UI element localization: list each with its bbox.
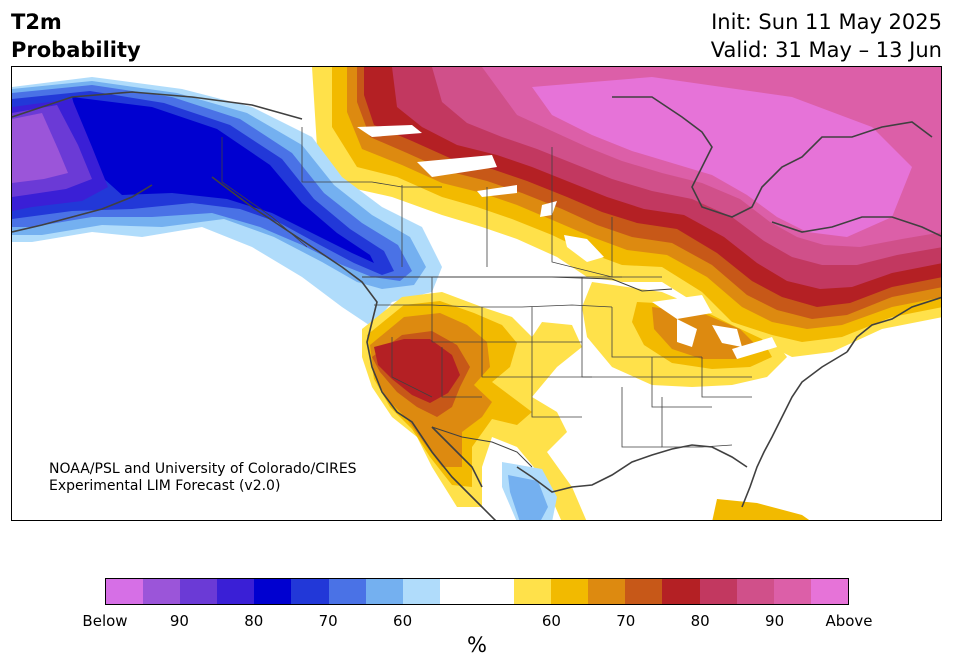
region-mexico-below-60 [508, 475, 548, 520]
colorbar-segment [106, 579, 144, 604]
colorbar-tick-label: Above [825, 612, 873, 630]
colorbar-tick-label: 70 [616, 612, 636, 630]
colorbar-tick-label: 60 [541, 612, 561, 630]
colorbar-segment [291, 579, 329, 604]
coastlines [12, 91, 941, 520]
colorbar-segment [588, 579, 626, 604]
colorbar [105, 578, 849, 605]
forecast-dates: Init: Sun 11 May 2025 Valid: 31 May – 13… [711, 8, 942, 64]
probability-map [11, 66, 942, 521]
lakes [357, 125, 777, 359]
title-type: Probability [11, 38, 141, 62]
valid-period: Valid: 31 May – 13 Jun [710, 38, 942, 62]
region-above-max [532, 77, 912, 237]
map-title: T2m Probability [11, 8, 141, 64]
colorbar-segment [180, 579, 218, 604]
colorbar-segment [514, 579, 552, 604]
map-canvas [12, 67, 941, 520]
region-below-90 [12, 113, 68, 183]
colorbar-segment [773, 579, 811, 604]
credit-line-1: NOAA/PSL and University of Colorado/CIRE… [49, 461, 357, 477]
colorbar-tick-label: 60 [393, 612, 413, 630]
credit-line-2: Experimental LIM Forecast (v2.0) [49, 478, 281, 494]
region-west-above-75 [374, 339, 460, 403]
colorbar-tick-label: 90 [765, 612, 785, 630]
init-date: Init: Sun 11 May 2025 [711, 10, 942, 34]
colorbar-ticks: Below 90 80 70 60 60 70 80 90 Above [0, 612, 954, 632]
colorbar-segment [402, 579, 440, 604]
colorbar-segment [254, 579, 292, 604]
country-borders [362, 276, 673, 468]
region-cuba-above-60 [712, 499, 810, 520]
region-below-75 [72, 97, 374, 263]
colorbar-unit: % [467, 633, 487, 657]
colorbar-segment [143, 579, 181, 604]
colorbar-tick-label: 80 [690, 612, 710, 630]
colorbar-segment [810, 579, 848, 604]
title-variable: T2m [11, 10, 62, 34]
colorbar-segment [625, 579, 663, 604]
colorbar-segment [736, 579, 774, 604]
colorbar-segment [328, 579, 366, 604]
colorbar-segment [662, 579, 700, 604]
colorbar-segment [217, 579, 255, 604]
colorbar-tick-label: Below [82, 612, 128, 630]
credit-text: NOAA/PSL and University of Colorado/CIRE… [49, 461, 357, 495]
colorbar-segment [551, 579, 589, 604]
colorbar-tick-label: 80 [244, 612, 264, 630]
colorbar-segment [365, 579, 403, 604]
colorbar-segment [476, 579, 515, 604]
colorbar-segment [439, 579, 477, 604]
colorbar-segment [699, 579, 737, 604]
colorbar-tick-label: 90 [169, 612, 189, 630]
colorbar-tick-label: 70 [318, 612, 338, 630]
